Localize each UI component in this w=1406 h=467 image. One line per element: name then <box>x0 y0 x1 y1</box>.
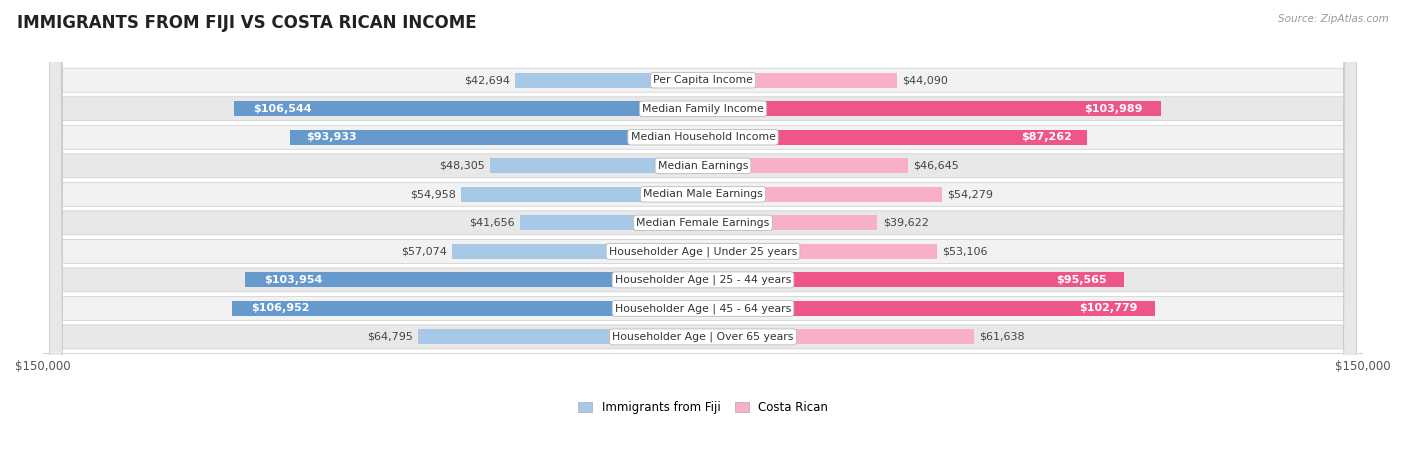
FancyBboxPatch shape <box>49 0 1357 467</box>
Text: $54,958: $54,958 <box>411 189 456 199</box>
Text: $41,656: $41,656 <box>468 218 515 228</box>
Bar <box>233 101 703 116</box>
Text: Per Capita Income: Per Capita Income <box>652 75 754 85</box>
Text: $61,638: $61,638 <box>980 332 1025 342</box>
Text: Median Earnings: Median Earnings <box>658 161 748 171</box>
Bar <box>520 215 703 230</box>
Text: $54,279: $54,279 <box>948 189 993 199</box>
Bar <box>515 73 703 88</box>
Text: Householder Age | Over 65 years: Householder Age | Over 65 years <box>612 332 794 342</box>
Text: $44,090: $44,090 <box>903 75 948 85</box>
Text: $106,544: $106,544 <box>253 104 312 114</box>
Bar <box>703 301 1156 316</box>
Text: $103,989: $103,989 <box>1084 104 1142 114</box>
FancyBboxPatch shape <box>49 0 1357 467</box>
FancyBboxPatch shape <box>49 0 1357 467</box>
Bar <box>703 158 908 173</box>
Bar <box>703 272 1123 287</box>
Bar <box>290 130 703 145</box>
Bar <box>491 158 703 173</box>
Bar <box>246 272 703 287</box>
Text: Source: ZipAtlas.com: Source: ZipAtlas.com <box>1278 14 1389 24</box>
Text: $87,262: $87,262 <box>1021 132 1071 142</box>
Bar <box>451 244 703 259</box>
Text: Householder Age | 45 - 64 years: Householder Age | 45 - 64 years <box>614 303 792 314</box>
Text: Median Family Income: Median Family Income <box>643 104 763 114</box>
FancyBboxPatch shape <box>49 0 1357 467</box>
Text: $53,106: $53,106 <box>942 247 987 256</box>
Text: $93,933: $93,933 <box>307 132 357 142</box>
Bar <box>418 330 703 344</box>
Text: Median Male Earnings: Median Male Earnings <box>643 189 763 199</box>
FancyBboxPatch shape <box>49 0 1357 467</box>
Text: Householder Age | 25 - 44 years: Householder Age | 25 - 44 years <box>614 275 792 285</box>
FancyBboxPatch shape <box>49 0 1357 467</box>
Text: $102,779: $102,779 <box>1078 304 1137 313</box>
Text: Median Household Income: Median Household Income <box>630 132 776 142</box>
Text: Median Female Earnings: Median Female Earnings <box>637 218 769 228</box>
Legend: Immigrants from Fiji, Costa Rican: Immigrants from Fiji, Costa Rican <box>578 401 828 414</box>
FancyBboxPatch shape <box>49 0 1357 467</box>
Bar <box>703 215 877 230</box>
Bar <box>703 187 942 202</box>
Text: $95,565: $95,565 <box>1056 275 1107 285</box>
Text: Householder Age | Under 25 years: Householder Age | Under 25 years <box>609 246 797 256</box>
Bar <box>703 101 1161 116</box>
Text: $64,795: $64,795 <box>367 332 412 342</box>
Text: IMMIGRANTS FROM FIJI VS COSTA RICAN INCOME: IMMIGRANTS FROM FIJI VS COSTA RICAN INCO… <box>17 14 477 32</box>
Text: $57,074: $57,074 <box>401 247 447 256</box>
Bar <box>703 330 974 344</box>
Text: $42,694: $42,694 <box>464 75 510 85</box>
Bar <box>703 73 897 88</box>
FancyBboxPatch shape <box>49 0 1357 467</box>
FancyBboxPatch shape <box>49 0 1357 467</box>
Bar <box>703 130 1087 145</box>
Text: $106,952: $106,952 <box>252 304 309 313</box>
Text: $48,305: $48,305 <box>439 161 485 171</box>
Text: $39,622: $39,622 <box>883 218 928 228</box>
Bar <box>232 301 703 316</box>
Text: $103,954: $103,954 <box>264 275 322 285</box>
Text: $46,645: $46,645 <box>914 161 959 171</box>
Bar <box>703 244 936 259</box>
FancyBboxPatch shape <box>49 0 1357 467</box>
Bar <box>461 187 703 202</box>
